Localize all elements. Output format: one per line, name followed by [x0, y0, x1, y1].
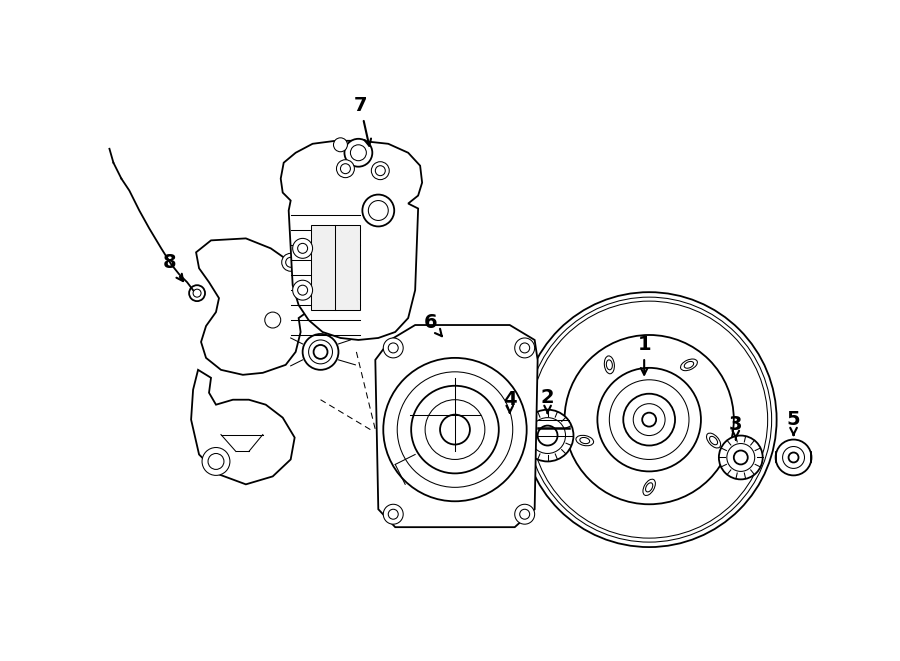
Circle shape	[282, 253, 300, 271]
Circle shape	[411, 386, 499, 473]
Circle shape	[292, 239, 312, 258]
Ellipse shape	[604, 356, 615, 373]
Circle shape	[609, 380, 689, 459]
Circle shape	[727, 444, 755, 471]
Circle shape	[292, 280, 312, 300]
Circle shape	[298, 243, 308, 253]
Text: 3: 3	[729, 415, 742, 440]
Circle shape	[397, 372, 513, 487]
Circle shape	[202, 447, 230, 475]
Circle shape	[372, 162, 390, 180]
Polygon shape	[196, 239, 338, 375]
Circle shape	[519, 343, 530, 353]
Circle shape	[350, 145, 366, 161]
Circle shape	[285, 257, 296, 267]
Circle shape	[388, 343, 398, 353]
Circle shape	[624, 394, 675, 446]
Circle shape	[783, 447, 805, 469]
Circle shape	[345, 139, 373, 167]
Circle shape	[598, 368, 701, 471]
Circle shape	[522, 410, 573, 461]
Ellipse shape	[607, 360, 612, 369]
Circle shape	[526, 297, 771, 542]
Circle shape	[363, 194, 394, 227]
Circle shape	[788, 453, 798, 463]
Circle shape	[440, 414, 470, 444]
Circle shape	[643, 412, 656, 426]
Circle shape	[734, 451, 748, 465]
Circle shape	[340, 164, 350, 174]
Ellipse shape	[643, 479, 655, 496]
Polygon shape	[281, 141, 422, 340]
Circle shape	[265, 312, 281, 328]
Polygon shape	[375, 325, 537, 527]
Polygon shape	[310, 225, 360, 310]
Polygon shape	[191, 370, 294, 485]
Circle shape	[309, 340, 332, 364]
Ellipse shape	[709, 436, 717, 445]
Circle shape	[298, 285, 308, 295]
Circle shape	[530, 418, 565, 453]
Circle shape	[564, 335, 733, 504]
Circle shape	[425, 400, 485, 459]
Circle shape	[375, 166, 385, 176]
Circle shape	[383, 358, 526, 501]
Circle shape	[189, 285, 205, 301]
Ellipse shape	[580, 438, 590, 444]
Circle shape	[334, 137, 347, 152]
Circle shape	[719, 436, 762, 479]
Circle shape	[537, 426, 557, 446]
Circle shape	[337, 160, 355, 178]
Circle shape	[302, 334, 338, 370]
Circle shape	[383, 504, 403, 524]
Circle shape	[531, 301, 768, 538]
Circle shape	[383, 338, 403, 358]
Ellipse shape	[706, 433, 721, 448]
Circle shape	[515, 338, 535, 358]
Circle shape	[208, 453, 224, 469]
Circle shape	[522, 292, 777, 547]
Text: 7: 7	[354, 97, 371, 146]
Circle shape	[515, 504, 535, 524]
Text: 8: 8	[162, 253, 183, 281]
Ellipse shape	[684, 362, 694, 368]
Circle shape	[368, 200, 388, 221]
Circle shape	[634, 404, 665, 436]
Circle shape	[194, 289, 201, 297]
Ellipse shape	[645, 483, 652, 492]
Text: 6: 6	[423, 313, 442, 336]
Text: 2: 2	[541, 388, 554, 413]
Circle shape	[519, 509, 530, 519]
Text: 4: 4	[503, 390, 517, 412]
Ellipse shape	[680, 359, 698, 371]
Text: 5: 5	[787, 410, 800, 435]
Text: 1: 1	[637, 335, 651, 375]
Circle shape	[313, 345, 328, 359]
Circle shape	[388, 509, 398, 519]
Circle shape	[776, 440, 812, 475]
Ellipse shape	[576, 436, 594, 446]
